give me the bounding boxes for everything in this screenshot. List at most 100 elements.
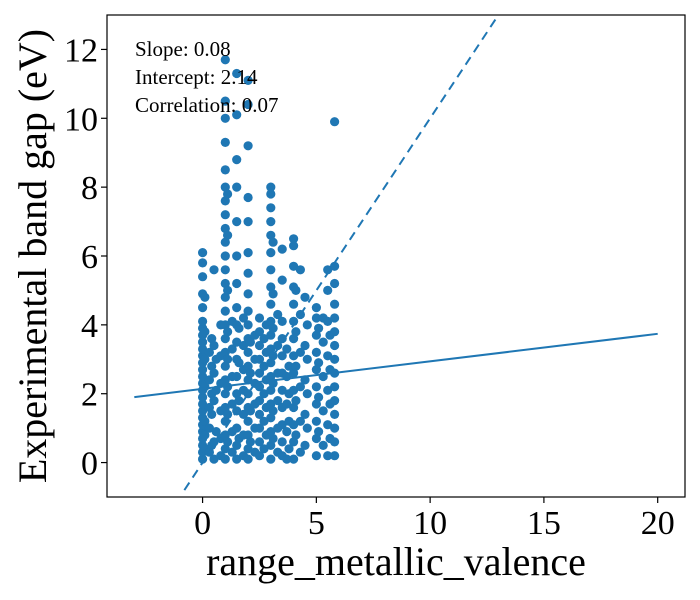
data-point	[220, 251, 230, 261]
data-point	[209, 340, 219, 351]
data-point	[198, 272, 208, 282]
data-point	[254, 382, 265, 392]
data-point	[323, 451, 333, 461]
data-point	[330, 299, 340, 309]
annotation-intercept: Intercept: 2.14	[135, 65, 258, 89]
data-point	[277, 385, 287, 395]
data-point	[238, 409, 249, 419]
data-point	[198, 365, 208, 375]
data-point	[243, 444, 253, 454]
data-point	[234, 396, 244, 406]
data-point	[220, 210, 230, 220]
data-point	[289, 385, 299, 395]
data-point	[311, 365, 321, 375]
data-point	[198, 316, 208, 326]
data-point	[291, 327, 301, 337]
data-point	[289, 402, 299, 413]
data-point	[209, 265, 219, 275]
data-point	[223, 327, 233, 337]
data-point	[243, 454, 253, 464]
data-point	[243, 217, 253, 227]
data-point	[243, 289, 253, 299]
data-point	[266, 399, 276, 409]
data-point	[311, 451, 321, 461]
data-point	[311, 330, 321, 340]
ticks-layer: 0 5 10 15 20 0 2 4 6 8 10 12	[64, 32, 675, 542]
data-point	[282, 399, 292, 409]
regression-line	[134, 332, 658, 399]
data-point	[232, 303, 242, 313]
data-point	[323, 385, 333, 395]
data-point	[243, 416, 253, 426]
data-point	[289, 420, 299, 430]
data-point	[220, 278, 230, 289]
x-tick-label: 10	[413, 505, 447, 542]
data-point	[220, 165, 230, 175]
data-point	[295, 416, 305, 426]
data-point	[243, 141, 253, 151]
y-tick-label: 8	[81, 170, 98, 207]
data-point	[291, 430, 301, 440]
data-point	[266, 217, 276, 227]
data-point	[227, 447, 237, 457]
data-point	[254, 340, 265, 351]
data-point	[254, 368, 265, 378]
data-point	[232, 217, 242, 227]
data-point	[200, 354, 210, 364]
data-point	[314, 392, 324, 402]
data-point	[259, 389, 269, 399]
data-point	[266, 282, 276, 292]
data-point	[318, 440, 328, 450]
data-point	[243, 347, 253, 357]
data-point	[243, 361, 253, 371]
data-point	[268, 433, 278, 444]
data-point	[220, 292, 230, 302]
data-point	[223, 285, 233, 295]
data-point	[330, 327, 340, 337]
data-point	[200, 292, 210, 302]
data-point	[277, 244, 287, 254]
x-tick-label: 20	[641, 505, 675, 542]
data-point	[330, 278, 340, 289]
data-point	[232, 454, 242, 464]
data-point	[330, 437, 340, 447]
data-point	[266, 299, 276, 309]
y-tick-label: 0	[81, 446, 98, 483]
data-point	[330, 313, 340, 323]
data-point	[289, 316, 299, 326]
data-point	[266, 454, 276, 464]
data-point	[266, 182, 276, 192]
data-point	[204, 423, 214, 433]
data-point	[289, 234, 299, 244]
data-point	[243, 75, 253, 85]
data-point	[220, 430, 230, 440]
annotation-slope: Slope: 0.08	[135, 37, 231, 61]
data-point	[291, 361, 301, 371]
data-point	[245, 406, 255, 416]
data-point	[220, 444, 230, 454]
data-point	[220, 265, 230, 275]
data-point	[266, 371, 276, 382]
data-point	[243, 268, 253, 278]
x-tick-label: 5	[308, 505, 325, 542]
data-point	[232, 423, 242, 433]
data-point	[220, 306, 230, 316]
data-point	[243, 248, 253, 258]
data-point	[330, 382, 340, 392]
data-point	[330, 117, 340, 127]
data-point	[330, 340, 340, 351]
data-point	[277, 334, 287, 344]
data-point	[284, 444, 294, 454]
data-point	[302, 320, 312, 330]
data-point	[302, 354, 312, 364]
data-point	[289, 241, 299, 251]
data-point	[273, 340, 283, 351]
data-point	[207, 409, 217, 419]
data-point	[243, 192, 253, 203]
data-point	[282, 427, 292, 437]
data-point	[330, 396, 340, 406]
data-point	[266, 230, 276, 240]
data-point	[314, 358, 324, 368]
data-point	[314, 427, 324, 437]
